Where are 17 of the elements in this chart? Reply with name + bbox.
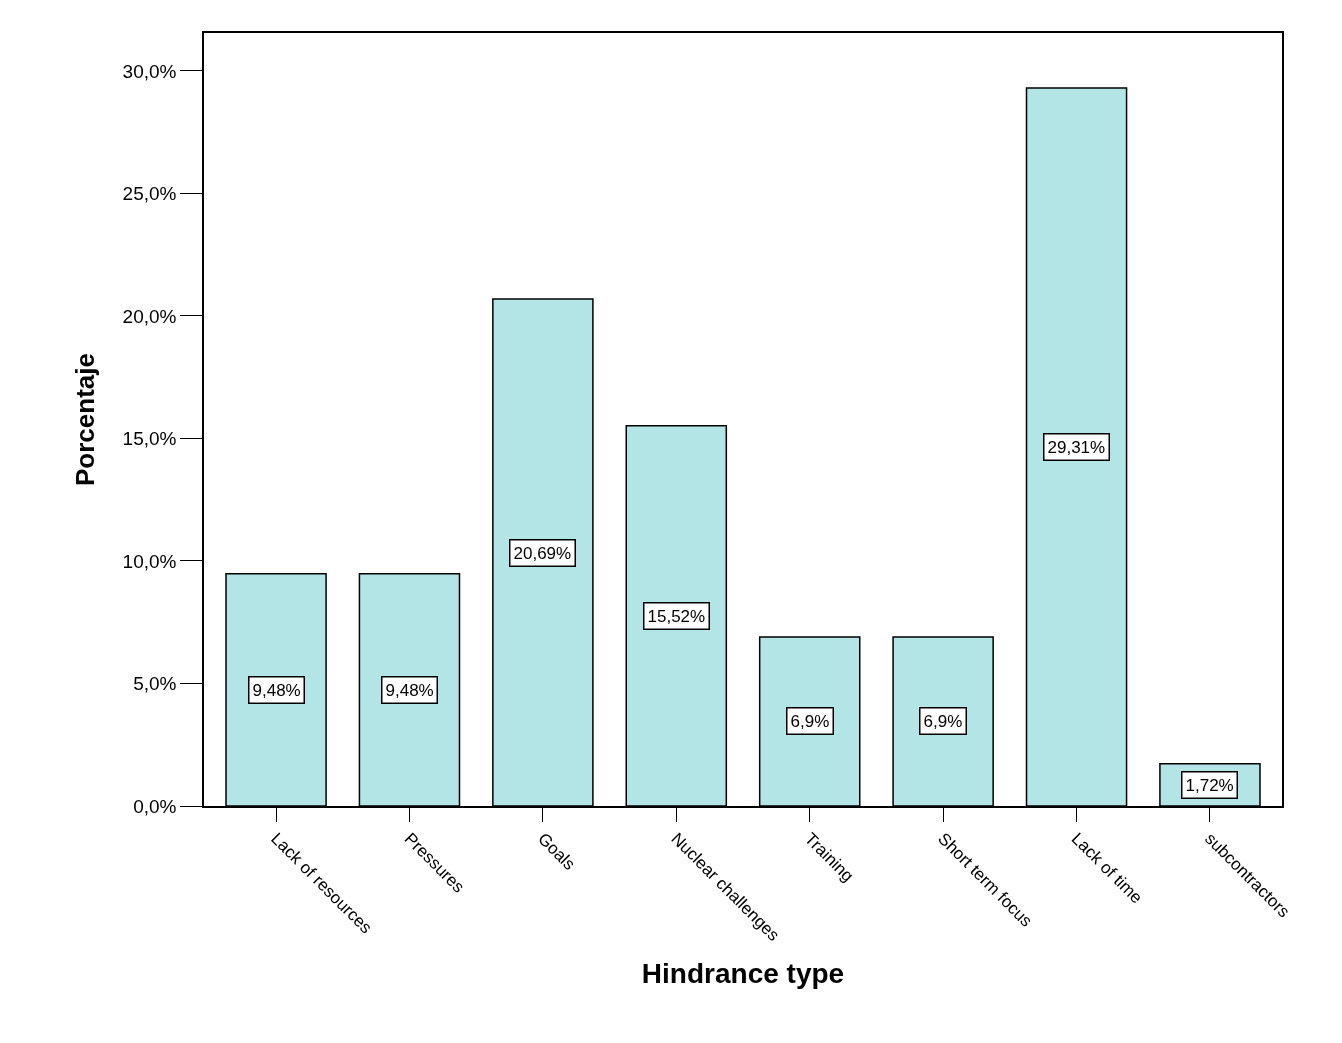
- y-tick-label: 5,0%: [133, 673, 177, 695]
- y-tick-label: 10,0%: [122, 550, 177, 572]
- data-label: 9,48%: [385, 680, 434, 700]
- y-tick-label: 30,0%: [122, 60, 177, 82]
- data-label: 29,31%: [1047, 437, 1106, 457]
- data-label: 20,69%: [513, 543, 572, 563]
- y-tick-label: 0,0%: [133, 795, 177, 817]
- y-tick-label: 25,0%: [122, 183, 177, 205]
- y-axis-title: Porcentaje: [70, 353, 101, 486]
- data-label: 1,72%: [1185, 775, 1234, 795]
- data-label: 9,48%: [252, 680, 301, 700]
- data-label: 15,52%: [647, 606, 706, 626]
- y-tick-label: 15,0%: [122, 428, 177, 450]
- x-axis-title: Hindrance type: [641, 958, 845, 990]
- y-tick-label: 20,0%: [122, 305, 177, 327]
- data-label: 6,9%: [923, 711, 963, 731]
- data-label: 6,9%: [790, 711, 830, 731]
